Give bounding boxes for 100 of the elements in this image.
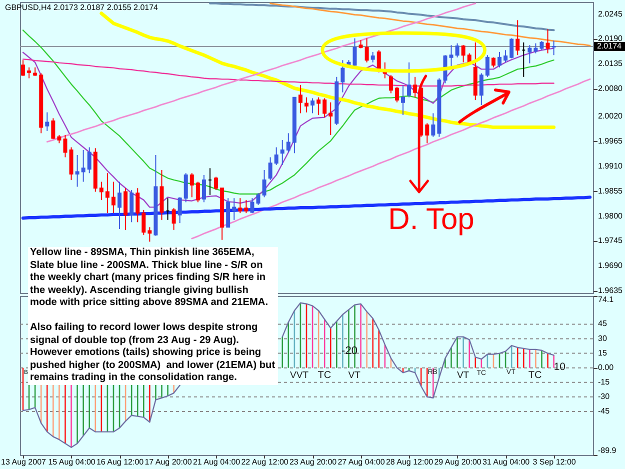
annotation: the weekly). Ascending triangle giving bullish <box>30 284 250 297</box>
candlestick <box>63 134 68 158</box>
candlestick <box>352 38 357 68</box>
annotation: signal of double top (from 23 Aug - 29 Aug). <box>30 334 240 347</box>
line-series <box>208 2 555 32</box>
candlestick <box>516 20 520 56</box>
y-tick-label: -89.9 <box>598 446 617 455</box>
candlestick <box>552 40 556 56</box>
y-tick-label: 2.0135 <box>598 59 624 68</box>
candlestick <box>214 176 218 190</box>
candlestick <box>286 132 290 153</box>
annotation: pushed higher (to 200SMA) and lower (21EMA) but <box>30 360 276 372</box>
candlestick <box>340 60 345 93</box>
candlestick <box>540 40 544 51</box>
candlestick <box>118 181 122 230</box>
candlestick <box>534 42 538 54</box>
y-tick-label: 1.9910 <box>598 161 624 170</box>
candlestick <box>504 50 508 63</box>
line-series <box>100 12 556 130</box>
candlestick <box>510 38 514 59</box>
candlestick <box>485 54 490 78</box>
candlestick <box>172 208 176 230</box>
y-tick-label: 2.0190 <box>598 34 624 44</box>
y-tick-label: -15 <box>598 377 610 386</box>
chart-title: GBPUSD,H4 2.0173 2.0187 2.0155 2.0174 <box>5 3 159 12</box>
y-tick-label: 45 <box>598 319 608 328</box>
candlestick <box>238 198 242 214</box>
candlestick <box>310 98 315 114</box>
x-tick-label: 29 Aug 20:00 <box>434 458 482 466</box>
candlestick <box>244 199 248 214</box>
candlestick <box>81 149 86 182</box>
candlestick <box>425 122 430 144</box>
y-tick-label: 15 <box>598 348 608 358</box>
y-tick-label: 2.0245 <box>598 9 624 18</box>
candlestick <box>498 51 502 68</box>
candlestick <box>99 181 104 200</box>
candlestick <box>316 96 321 116</box>
y-tick-label: 30 <box>598 334 608 343</box>
candlestick <box>105 172 110 214</box>
annotation: Also failing to record lower lows despite strong <box>30 322 259 334</box>
candlestick <box>388 74 393 94</box>
candlestick <box>280 140 284 166</box>
candlestick <box>51 118 56 140</box>
candlestick <box>328 102 333 136</box>
candlestick <box>364 38 369 63</box>
line-series <box>270 2 591 46</box>
annotation: D. Top <box>388 203 474 236</box>
candlestick <box>322 98 327 118</box>
y-tick-label: 1.9965 <box>598 136 624 146</box>
candlestick <box>262 169 266 198</box>
candlestick <box>87 146 92 174</box>
annotation: VT <box>348 370 361 381</box>
x-tick-label: 15 Aug 04:00 <box>48 458 96 466</box>
candlestick <box>401 84 406 116</box>
candlestick <box>407 62 412 98</box>
candlestick <box>202 174 206 203</box>
annotation: VT <box>456 370 470 381</box>
candlestick <box>178 196 182 224</box>
candlestick <box>256 192 260 206</box>
candlestick <box>449 44 454 68</box>
annotation: 10 <box>554 361 566 373</box>
candlestick <box>232 198 236 220</box>
candlestick <box>111 181 116 214</box>
candlestick <box>376 50 381 73</box>
candlestick <box>124 188 128 230</box>
candlestick <box>250 198 254 214</box>
candlestick <box>184 172 188 203</box>
candlestick <box>268 156 272 180</box>
annotation: remains trading in the consolidation range. <box>30 372 238 384</box>
line-series <box>191 78 591 240</box>
annotation: However emotions (tails) showing price is being <box>30 347 262 360</box>
x-tick-label: 31 Aug 04:00 <box>482 458 530 466</box>
candlestick <box>148 226 152 242</box>
x-tick-label: 16 Aug 12:00 <box>96 458 144 466</box>
y-tick-label: 2.0020 <box>598 111 624 120</box>
y-tick-label: -30 <box>598 392 610 401</box>
candlestick <box>394 86 399 103</box>
y-tick-label: 1.9690 <box>598 261 624 270</box>
annotation: Slate blue line - 200SMA. Thick blue line - S/R on <box>30 260 264 272</box>
candlestick <box>196 181 200 203</box>
candlestick <box>528 44 532 64</box>
candlestick <box>274 146 278 166</box>
candlestick <box>461 44 466 63</box>
candlestick <box>298 84 302 114</box>
annotation: VVT <box>290 370 309 381</box>
candlestick <box>479 72 484 106</box>
candlestick <box>455 42 460 58</box>
annotation: the weekly chart (many prices finding S/R here in <box>30 272 267 284</box>
y-tick-label: 1.9635 <box>598 286 624 296</box>
candlestick <box>304 96 308 113</box>
candlestick <box>431 112 436 138</box>
candlestick <box>136 188 140 223</box>
y-tick-label: 1.9855 <box>598 186 624 196</box>
annotation: TC <box>318 370 332 381</box>
candlestick <box>27 66 32 79</box>
x-tick-label: 3 Sep 12:00 <box>532 458 576 466</box>
candlestick <box>21 60 26 76</box>
y-tick-label: 1.9800 <box>598 211 624 220</box>
candlestick <box>491 56 496 68</box>
x-tick-label: 27 Aug 04:00 <box>338 458 386 466</box>
